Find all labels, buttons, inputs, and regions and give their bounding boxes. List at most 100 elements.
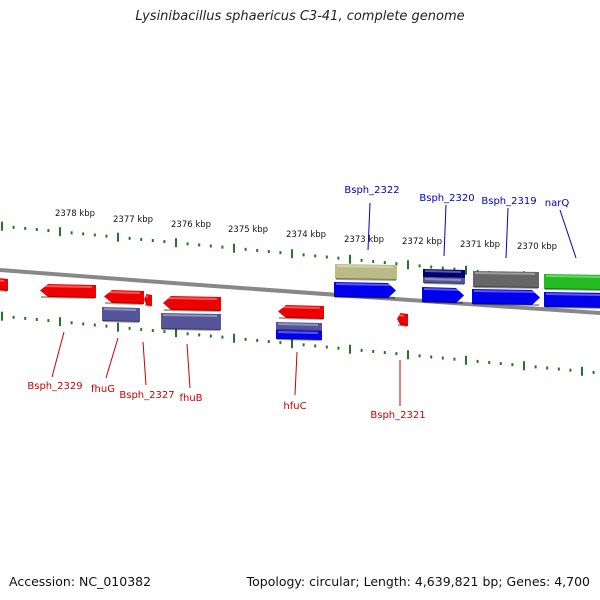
gene-fhug-highlight bbox=[105, 291, 141, 294]
kbp-label: 2376 kbp bbox=[171, 220, 211, 230]
gene-hfuc-red-shadow bbox=[278, 317, 324, 320]
callout-line-bottom bbox=[186, 343, 191, 389]
gene-narq-green bbox=[544, 274, 600, 291]
gene-fhub-a bbox=[102, 307, 140, 323]
gene-label-narq: narQ bbox=[545, 198, 570, 209]
kbp-label: 2374 kbp bbox=[286, 230, 326, 240]
gene-features bbox=[0, 264, 600, 341]
gene-narq-green-body bbox=[544, 274, 600, 290]
gene-fhug bbox=[104, 290, 144, 305]
callout-line-bottom bbox=[105, 337, 119, 379]
gene-bsph-2322-blue bbox=[334, 282, 396, 299]
gene-hfuc-purple-highlight bbox=[277, 323, 319, 326]
kbp-label: 2373 kbp bbox=[344, 235, 384, 245]
gene-bsph-2319-gray bbox=[473, 271, 539, 289]
gene-hfuc-blue-shadow bbox=[276, 338, 322, 341]
gene-bsph-2320-navy-highlight bbox=[424, 270, 462, 273]
gene-bsph-2319-blue bbox=[472, 289, 540, 306]
gene-hfuc-purple bbox=[276, 322, 322, 332]
gene-fhub-a-body bbox=[102, 307, 140, 322]
kbp-label: 2375 kbp bbox=[228, 225, 268, 235]
gene-bsph-2320-blue bbox=[422, 287, 464, 304]
gene-hfuc-red-body bbox=[278, 305, 324, 319]
callout-line-top bbox=[443, 204, 447, 257]
gene-bsph-2321-highlight bbox=[398, 314, 405, 317]
gene-fhub-a-highlight bbox=[103, 308, 137, 311]
accession-label: Accession: NC_010382 bbox=[9, 574, 152, 589]
gene-narq-blue-highlight bbox=[545, 293, 600, 296]
gene-label-fhug: fhuG bbox=[91, 384, 115, 395]
gene-small-red-body bbox=[144, 294, 152, 306]
gene-hfuc-red bbox=[278, 305, 324, 320]
gene-bsph-2320-purple-highlight bbox=[424, 278, 462, 281]
gene-narq-blue bbox=[544, 292, 600, 309]
gene-bsph-2329-shadow bbox=[40, 296, 96, 299]
gene-label-hfuc: hfuC bbox=[283, 401, 306, 412]
gene-label-bsph-2319: Bsph_2319 bbox=[481, 196, 536, 207]
gene-bsph-2327-highlight bbox=[164, 297, 218, 300]
gene-label-bsph-2321: Bsph_2321 bbox=[370, 410, 425, 421]
gene-bsph-2327 bbox=[163, 296, 221, 312]
gene-bsph-2322-blue-shadow bbox=[334, 296, 396, 299]
gene-hfuc-purple-body bbox=[276, 322, 322, 331]
gene-fhub-b-body bbox=[161, 313, 221, 330]
gene-bsph-2319-gray-highlight bbox=[474, 272, 536, 275]
gene-bsph-2321-body bbox=[397, 313, 408, 326]
gene-bsph-2319-blue-body bbox=[472, 289, 540, 305]
gene-bsph-2320-purple-shadow bbox=[423, 282, 465, 285]
gene-bsph-2320-purple-body bbox=[423, 277, 465, 284]
gene-fhug-body bbox=[104, 290, 144, 304]
kbp-label: 2378 kbp bbox=[55, 209, 95, 219]
gene-partial-left-highlight bbox=[0, 279, 5, 282]
gene-small-red-highlight bbox=[145, 295, 149, 298]
map-title: Lysinibacillus sphaericus C3-41, complet… bbox=[135, 9, 465, 24]
lower-tick-ruler bbox=[1, 311, 595, 376]
gene-bsph-2320-blue-highlight bbox=[423, 288, 461, 291]
gene-fhub-b-shadow bbox=[161, 328, 221, 331]
gene-label-bsph-2320: Bsph_2320 bbox=[419, 193, 474, 204]
gene-bsph-2322-blue-body bbox=[334, 282, 396, 298]
gene-partial-left-shadow bbox=[0, 289, 8, 292]
gene-small-red bbox=[144, 294, 152, 307]
gene-fhug-shadow bbox=[104, 302, 144, 305]
gene-bsph-2329 bbox=[40, 284, 96, 299]
gene-label-bsph-2322: Bsph_2322 bbox=[344, 185, 399, 196]
gene-bsph-2319-gray-body bbox=[473, 271, 539, 288]
genome-backbone bbox=[0, 268, 600, 315]
callout-line-top bbox=[367, 202, 371, 251]
gene-narq-blue-shadow bbox=[544, 306, 600, 309]
gene-fhub-b bbox=[161, 313, 221, 331]
kbp-label: 2372 kbp bbox=[402, 237, 442, 247]
gene-narq-green-highlight bbox=[545, 275, 600, 278]
gene-bsph-2319-blue-highlight bbox=[473, 290, 537, 293]
kbp-label: 2370 kbp bbox=[517, 242, 557, 252]
gene-fhub-a-shadow bbox=[102, 320, 140, 323]
kbp-label: 2377 kbp bbox=[113, 215, 153, 225]
kbp-label: 2371 kbp bbox=[460, 240, 500, 250]
gene-bsph-2319-gray-shadow bbox=[473, 286, 539, 289]
gene-label-fhub: fhuB bbox=[179, 393, 202, 404]
gene-label-bsph-2329: Bsph_2329 bbox=[27, 381, 82, 392]
gene-narq-green-shadow bbox=[544, 288, 600, 291]
gene-callouts: Bsph_2322 Bsph_2320 Bsph_2319 narQ Bsph_2329… bbox=[27, 185, 577, 421]
gene-bsph-2321-shadow bbox=[397, 324, 408, 327]
gene-bsph-2329-body bbox=[40, 284, 96, 298]
gene-bsph-2322-olive-shadow bbox=[335, 278, 397, 281]
gene-hfuc-blue bbox=[276, 330, 322, 341]
gene-hfuc-blue-highlight bbox=[277, 331, 319, 334]
gene-bsph-2322-olive-highlight bbox=[336, 265, 394, 268]
gene-bsph-2322-blue-highlight bbox=[335, 283, 393, 286]
gene-small-red-shadow bbox=[144, 304, 152, 307]
gene-bsph-2319-blue-shadow bbox=[472, 303, 540, 306]
gene-bsph-2320-navy-body bbox=[423, 269, 465, 278]
callout-line-bottom bbox=[142, 341, 147, 386]
gene-hfuc-red-highlight bbox=[279, 306, 321, 309]
callout-line-top bbox=[505, 207, 509, 259]
callout-line-bottom bbox=[51, 331, 65, 378]
gene-bsph-2320-blue-body bbox=[422, 287, 464, 303]
gene-fhub-b-highlight bbox=[162, 314, 218, 317]
kbp-labels: 2378 kbp 2377 kbp 2376 kbp 2375 kbp 2374 kbp… bbox=[55, 209, 557, 252]
gene-bsph-2321 bbox=[397, 313, 408, 327]
callout-line-top bbox=[559, 209, 577, 259]
